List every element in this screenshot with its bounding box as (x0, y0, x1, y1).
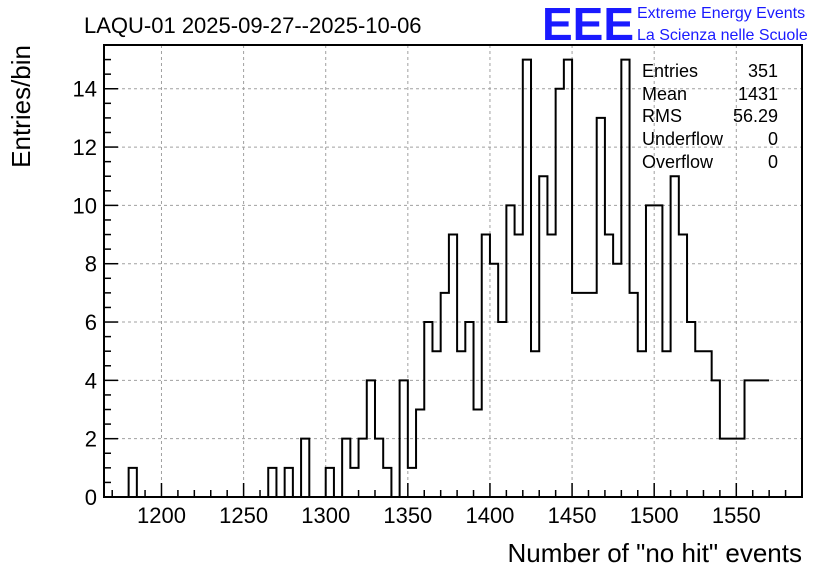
x-tick-label: 1200 (137, 503, 186, 528)
histogram-bin (761, 380, 769, 497)
histogram-bin (547, 235, 555, 497)
y-axis-ticks: 0 2 4 6 8 10 12 14 (73, 58, 118, 510)
histogram-bin (736, 439, 744, 497)
histogram-bin (753, 380, 761, 497)
histogram-bin (621, 60, 629, 497)
histogram-bin (359, 439, 367, 497)
stat-mean-label: Mean (642, 84, 687, 104)
eee-logo-line2: La Scienza nelle Scuole (637, 27, 808, 44)
stat-entries-label: Entries (642, 61, 698, 81)
histogram-bin (630, 293, 638, 497)
histogram-bin (482, 235, 490, 497)
y-tick-label: 8 (85, 252, 97, 277)
histogram-bin (679, 235, 687, 497)
plot-frame (103, 44, 803, 498)
histogram-bin (465, 322, 473, 497)
y-tick-label: 10 (73, 193, 97, 218)
histogram-bin (129, 468, 137, 497)
histogram-bin (564, 60, 572, 497)
histogram-bin (662, 351, 670, 497)
histogram-bin (285, 468, 293, 497)
histogram-bin (515, 235, 523, 497)
histogram-bin (375, 439, 383, 497)
y-tick-label: 2 (85, 427, 97, 452)
x-tick-label: 1350 (383, 503, 432, 528)
histogram-bin (449, 235, 457, 497)
histogram-bin (400, 380, 408, 497)
histogram-bin (416, 410, 424, 497)
x-axis-ticks: 1200 1250 1300 1350 1400 1450 1500 1550 (111, 483, 803, 528)
histogram-bin (523, 60, 531, 497)
histogram-bin (605, 235, 613, 497)
histogram-bin (745, 380, 753, 497)
y-tick-label: 14 (73, 77, 97, 102)
eee-logo: EEE Extreme Energy Events La Scienza nel… (542, 0, 808, 50)
stat-rms-label: RMS (642, 106, 682, 126)
histogram-bin (613, 264, 621, 497)
histogram-bin (572, 293, 580, 497)
y-tick-label: 4 (85, 368, 97, 393)
histogram-bin (350, 468, 358, 497)
histogram-bin (539, 176, 547, 497)
histogram-bin (703, 351, 711, 497)
stat-overflow-label: Overflow (642, 152, 714, 172)
histogram-bin (474, 410, 482, 497)
histogram-bin (646, 205, 654, 497)
stat-underflow-label: Underflow (642, 129, 724, 149)
histogram-bin (457, 351, 465, 497)
histogram-bin (580, 293, 588, 497)
eee-logo-mark: EEE (542, 0, 634, 50)
histogram-bin (712, 380, 720, 497)
histogram-bin (671, 176, 679, 497)
histogram-bin (301, 439, 309, 497)
histogram-bin (383, 468, 391, 497)
x-tick-label: 1550 (712, 503, 761, 528)
histogram-bin (506, 205, 514, 497)
histogram-bin (597, 118, 605, 497)
x-tick-label: 1250 (219, 503, 268, 528)
grid-lines (104, 45, 802, 497)
stat-entries-value: 351 (748, 61, 778, 81)
histogram-bin (687, 322, 695, 497)
histogram-bin (588, 293, 596, 497)
x-tick-label: 1300 (301, 503, 350, 528)
histogram-bin (531, 351, 539, 497)
histogram-bin (638, 351, 646, 497)
histogram-bin (424, 322, 432, 497)
histogram-bin (720, 439, 728, 497)
histogram-bin (432, 351, 440, 497)
histogram-bin (556, 89, 564, 497)
x-tick-label: 1450 (548, 503, 597, 528)
histogram-bin (654, 205, 662, 497)
histogram-bin (268, 468, 276, 497)
histogram-bin (441, 293, 449, 497)
histogram-bin (498, 322, 506, 497)
y-tick-label: 12 (73, 135, 97, 160)
x-tick-label: 1400 (465, 503, 514, 528)
histogram-bin (408, 468, 416, 497)
histogram-bin (728, 439, 736, 497)
eee-logo-line1: Extreme Energy Events (637, 5, 805, 22)
chart-title: LAQU-01 2025-09-27--2025-10-06 (84, 13, 422, 38)
stat-mean-value: 1431 (738, 84, 778, 104)
stat-overflow-value: 0 (768, 152, 778, 172)
x-tick-label: 1500 (630, 503, 679, 528)
x-axis-title: Number of "no hit" events (508, 538, 803, 568)
histogram-bin (326, 468, 334, 497)
stat-rms-value: 56.29 (733, 106, 778, 126)
stats-box: Entries 351 Mean 1431 RMS 56.29 Underflo… (642, 61, 778, 172)
histogram-bin (342, 439, 350, 497)
y-tick-label: 0 (85, 485, 97, 510)
stat-underflow-value: 0 (768, 129, 778, 149)
y-axis-title: Entries/bin (6, 45, 36, 168)
histogram-bin (695, 351, 703, 497)
y-tick-label: 6 (85, 310, 97, 335)
histogram-bin (367, 380, 375, 497)
histogram-bin (490, 264, 498, 497)
